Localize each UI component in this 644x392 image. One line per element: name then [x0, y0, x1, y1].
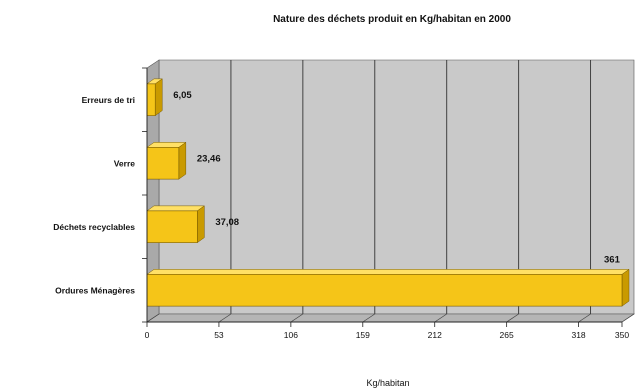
data-label: 37,08	[215, 217, 239, 228]
category-label: Déchets recyclables	[53, 222, 135, 232]
bar-side	[154, 78, 163, 117]
floor	[146, 313, 635, 323]
x-tick-label: 265	[500, 330, 514, 340]
floor-gridline	[362, 313, 375, 323]
bar-side	[621, 268, 630, 307]
category-label: Verre	[114, 158, 136, 168]
x-tick-label: 212	[428, 330, 442, 340]
category-label: Ordures Ménagères	[55, 285, 135, 295]
x-axis-label: Kg/habitan	[366, 378, 409, 388]
floor-gridline	[506, 313, 519, 323]
data-label: 361	[604, 254, 621, 265]
bar-side	[178, 141, 187, 180]
x-tick-label: 53	[214, 330, 224, 340]
bar-top	[146, 205, 206, 212]
floor-gridline	[218, 313, 232, 323]
chart-title: Nature des déchets produit en Kg/habitan…	[273, 14, 511, 25]
floor-gridline	[578, 313, 591, 323]
bar	[146, 147, 180, 180]
x-tick-label: 0	[145, 330, 150, 340]
bar-top	[146, 269, 630, 275]
floor-gridline	[434, 313, 447, 323]
floor-gridline	[621, 313, 635, 323]
x-tick-label: 318	[571, 330, 585, 340]
x-tick-label: 350	[615, 330, 629, 340]
floor-gridline	[146, 313, 160, 323]
category-label: Erreurs de tri	[82, 95, 135, 105]
bar	[146, 83, 156, 116]
bar-side	[197, 205, 205, 244]
floor-gridline	[290, 313, 304, 323]
x-tick-label: 159	[356, 330, 370, 340]
data-label: 6,05	[173, 90, 192, 101]
bar	[146, 210, 198, 243]
bar	[146, 274, 623, 307]
plot-area: 0 53 106 159 212 265 318 350 Erreurs de tri 6,05 V…	[53, 59, 635, 340]
data-label: 23,46	[197, 153, 221, 164]
x-tick-label: 106	[284, 330, 298, 340]
